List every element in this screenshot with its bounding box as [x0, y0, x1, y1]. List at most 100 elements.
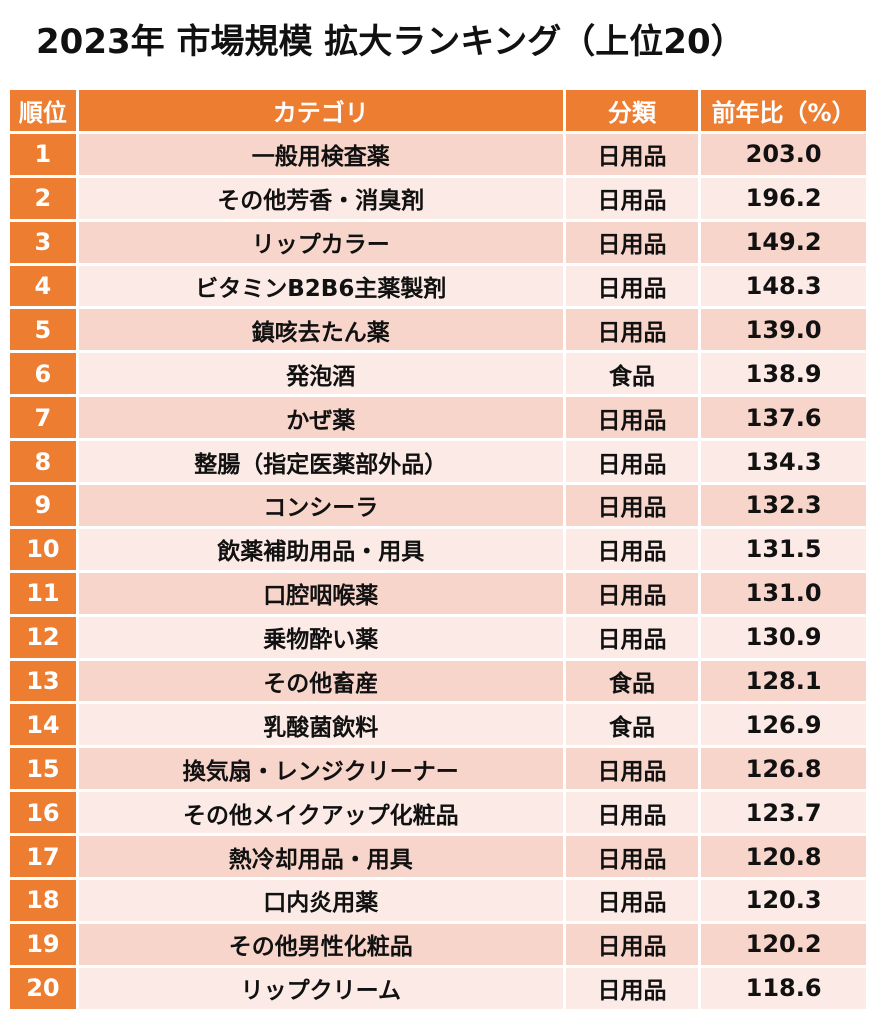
- category-cell: その他畜産: [78, 660, 563, 702]
- table-row: 11 口腔咽喉薬 日用品 131.0: [10, 572, 866, 614]
- category-cell: リップクリーム: [78, 967, 563, 1009]
- rank-cell: 12: [10, 616, 76, 658]
- table-header-row: 順位 カテゴリ 分類 前年比（%）: [10, 90, 866, 131]
- yoy-cell: 149.2: [701, 221, 866, 263]
- yoy-cell: 148.3: [701, 265, 866, 307]
- rank-cell: 11: [10, 572, 76, 614]
- yoy-cell: 203.0: [701, 133, 866, 175]
- category-cell: その他男性化粧品: [78, 923, 563, 965]
- table-row: 9 コンシーラ 日用品 132.3: [10, 485, 866, 526]
- category-cell: 換気扇・レンジクリーナー: [78, 748, 563, 790]
- table-row: 16 その他メイクアップ化粧品 日用品 123.7: [10, 792, 866, 834]
- class-cell: 日用品: [565, 880, 699, 921]
- class-cell: 日用品: [565, 177, 699, 219]
- table-row: 12 乗物酔い薬 日用品 130.9: [10, 616, 866, 658]
- table-row: 8 整腸（指定医薬部外品） 日用品 134.3: [10, 441, 866, 483]
- rank-cell: 17: [10, 836, 76, 878]
- category-cell: 飲薬補助用品・用具: [78, 528, 563, 570]
- category-cell: 鎮咳去たん薬: [78, 309, 563, 351]
- header-rank: 順位: [10, 90, 76, 131]
- rank-cell: 7: [10, 397, 76, 439]
- table-row: 19 その他男性化粧品 日用品 120.2: [10, 923, 866, 965]
- table-row: 20 リップクリーム 日用品 118.6: [10, 967, 866, 1009]
- yoy-cell: 196.2: [701, 177, 866, 219]
- table-row: 7 かぜ薬 日用品 137.6: [10, 397, 866, 439]
- yoy-cell: 128.1: [701, 660, 866, 702]
- category-cell: コンシーラ: [78, 485, 563, 526]
- category-cell: 口腔咽喉薬: [78, 572, 563, 614]
- rank-cell: 20: [10, 967, 76, 1009]
- class-cell: 日用品: [565, 616, 699, 658]
- rank-cell: 13: [10, 660, 76, 702]
- rank-cell: 1: [10, 133, 76, 175]
- yoy-cell: 126.8: [701, 748, 866, 790]
- category-cell: かぜ薬: [78, 397, 563, 439]
- table-row: 18 口内炎用薬 日用品 120.3: [10, 880, 866, 921]
- rank-cell: 19: [10, 923, 76, 965]
- yoy-cell: 137.6: [701, 397, 866, 439]
- table-row: 13 その他畜産 食品 128.1: [10, 660, 866, 702]
- ranking-table: 順位 カテゴリ 分類 前年比（%） 1 一般用検査薬 日用品 203.0 2 その他芳香・…: [7, 87, 869, 1012]
- table-row: 15 換気扇・レンジクリーナー 日用品 126.8: [10, 748, 866, 790]
- category-cell: 発泡酒: [78, 353, 563, 395]
- class-cell: 日用品: [565, 221, 699, 263]
- category-cell: その他芳香・消臭剤: [78, 177, 563, 219]
- rank-cell: 6: [10, 353, 76, 395]
- yoy-cell: 120.3: [701, 880, 866, 921]
- category-cell: 口内炎用薬: [78, 880, 563, 921]
- rank-cell: 15: [10, 748, 76, 790]
- class-cell: 日用品: [565, 265, 699, 307]
- rank-cell: 10: [10, 528, 76, 570]
- table-row: 6 発泡酒 食品 138.9: [10, 353, 866, 395]
- class-cell: 食品: [565, 353, 699, 395]
- class-cell: 日用品: [565, 133, 699, 175]
- yoy-cell: 123.7: [701, 792, 866, 834]
- yoy-cell: 120.2: [701, 923, 866, 965]
- rank-cell: 2: [10, 177, 76, 219]
- rank-cell: 18: [10, 880, 76, 921]
- table-row: 10 飲薬補助用品・用具 日用品 131.5: [10, 528, 866, 570]
- class-cell: 日用品: [565, 748, 699, 790]
- yoy-cell: 118.6: [701, 967, 866, 1009]
- category-cell: その他メイクアップ化粧品: [78, 792, 563, 834]
- class-cell: 日用品: [565, 792, 699, 834]
- header-category: カテゴリ: [78, 90, 563, 131]
- category-cell: 乳酸菌飲料: [78, 704, 563, 746]
- category-cell: リップカラー: [78, 221, 563, 263]
- class-cell: 日用品: [565, 836, 699, 878]
- yoy-cell: 130.9: [701, 616, 866, 658]
- table-row: 17 熱冷却用品・用具 日用品 120.8: [10, 836, 866, 878]
- rank-cell: 4: [10, 265, 76, 307]
- rank-cell: 14: [10, 704, 76, 746]
- class-cell: 日用品: [565, 528, 699, 570]
- category-cell: 熱冷却用品・用具: [78, 836, 563, 878]
- table-row: 5 鎮咳去たん薬 日用品 139.0: [10, 309, 866, 351]
- yoy-cell: 131.0: [701, 572, 866, 614]
- yoy-cell: 126.9: [701, 704, 866, 746]
- yoy-cell: 120.8: [701, 836, 866, 878]
- class-cell: 食品: [565, 704, 699, 746]
- class-cell: 日用品: [565, 923, 699, 965]
- header-yoy: 前年比（%）: [701, 90, 866, 131]
- class-cell: 食品: [565, 660, 699, 702]
- class-cell: 日用品: [565, 485, 699, 526]
- category-cell: ビタミンB2B6主薬製剤: [78, 265, 563, 307]
- rank-cell: 8: [10, 441, 76, 483]
- yoy-cell: 139.0: [701, 309, 866, 351]
- yoy-cell: 138.9: [701, 353, 866, 395]
- table-row: 1 一般用検査薬 日用品 203.0: [10, 133, 866, 175]
- category-cell: 整腸（指定医薬部外品）: [78, 441, 563, 483]
- table-body: 1 一般用検査薬 日用品 203.0 2 その他芳香・消臭剤 日用品 196.2 3 リップカラー…: [10, 133, 866, 1009]
- category-cell: 一般用検査薬: [78, 133, 563, 175]
- table-row: 2 その他芳香・消臭剤 日用品 196.2: [10, 177, 866, 219]
- header-class: 分類: [565, 90, 699, 131]
- rank-cell: 3: [10, 221, 76, 263]
- rank-cell: 16: [10, 792, 76, 834]
- class-cell: 日用品: [565, 967, 699, 1009]
- class-cell: 日用品: [565, 441, 699, 483]
- class-cell: 日用品: [565, 572, 699, 614]
- table-row: 14 乳酸菌飲料 食品 126.9: [10, 704, 866, 746]
- class-cell: 日用品: [565, 309, 699, 351]
- table-row: 3 リップカラー 日用品 149.2: [10, 221, 866, 263]
- rank-cell: 9: [10, 485, 76, 526]
